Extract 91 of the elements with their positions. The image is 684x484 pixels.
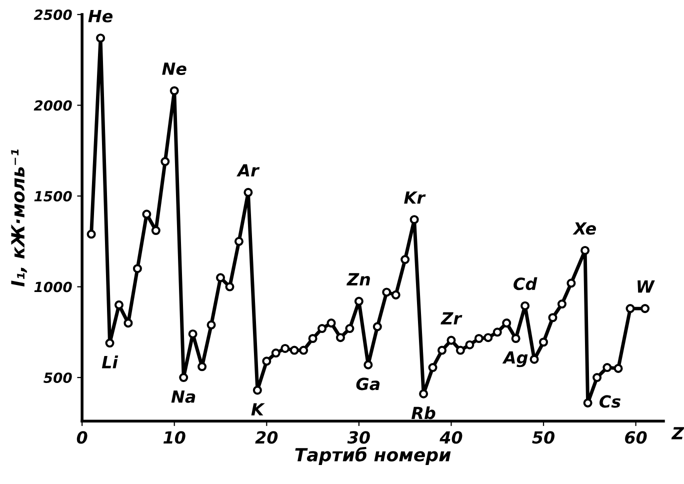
point [114, 300, 124, 310]
point [474, 334, 484, 344]
point [326, 318, 336, 328]
point [382, 288, 392, 297]
point [538, 338, 548, 347]
point [502, 318, 512, 328]
annotation: K [251, 403, 265, 416]
point [142, 210, 152, 219]
point [151, 226, 160, 236]
point [336, 333, 345, 342]
point [372, 322, 382, 332]
point [262, 356, 272, 366]
y-tick-label: 1500 [34, 190, 72, 202]
point [580, 246, 590, 255]
point [96, 34, 106, 43]
point [290, 346, 299, 355]
point [520, 301, 530, 310]
x-tick-label: 60 [625, 431, 647, 444]
point [583, 398, 592, 408]
annotation: Ne [162, 62, 186, 76]
point [234, 236, 244, 246]
point [492, 328, 502, 337]
point [484, 333, 493, 342]
point [86, 230, 96, 239]
point [160, 157, 170, 166]
point [428, 363, 438, 372]
point [170, 86, 179, 96]
point [345, 324, 354, 334]
point [592, 373, 602, 382]
point [511, 334, 520, 344]
annotation: Cd [514, 277, 538, 290]
point [465, 340, 474, 350]
annotation: Ar [236, 164, 260, 176]
point [105, 338, 114, 348]
point [206, 320, 216, 330]
y-tick-label: 2000 [34, 100, 72, 111]
point [640, 304, 650, 314]
annotation: Na [171, 390, 196, 403]
point [179, 373, 188, 382]
x-axis-title: Тартиб номери [295, 446, 451, 465]
text: Z [671, 427, 684, 440]
annotation: Kr [404, 192, 426, 204]
x-tick-label: 50 [532, 431, 555, 444]
annotation: Xe [572, 222, 596, 235]
y-tick-label: 2500 [34, 9, 72, 20]
point [626, 304, 635, 314]
point [446, 336, 456, 345]
point [308, 334, 318, 344]
point [244, 188, 253, 197]
point [280, 344, 290, 353]
point [456, 346, 465, 355]
point [566, 278, 576, 288]
point [216, 273, 226, 282]
point [530, 354, 539, 364]
point [400, 255, 410, 264]
y-axis-title: I₁, кЖ·моль⁻¹ [11, 149, 27, 287]
point [124, 318, 133, 328]
point [437, 346, 447, 355]
point [354, 296, 364, 306]
point [132, 264, 142, 274]
point [318, 324, 327, 334]
annotation: Ag [502, 351, 528, 368]
point [252, 386, 262, 395]
point [602, 363, 612, 372]
annotation: Cs [600, 395, 620, 408]
x-tick-label: 0 [76, 431, 88, 444]
point [198, 362, 207, 372]
annotation: Rb [412, 406, 436, 420]
x-tick-label: 30 [347, 431, 370, 444]
point [364, 360, 373, 370]
point [188, 329, 198, 338]
x-tick-label: 40 [440, 431, 462, 444]
x-tick-label: 20 [255, 431, 278, 444]
point [225, 282, 234, 292]
annotation: Zr [440, 312, 462, 324]
annotation: W [638, 280, 655, 293]
annotation: He [88, 10, 113, 22]
annotation: Li [102, 356, 118, 368]
y-tick-label: 1000 [34, 282, 72, 292]
point [410, 215, 419, 224]
point [614, 364, 623, 373]
point [299, 346, 308, 355]
annotation: Ga [356, 378, 380, 390]
point [391, 290, 400, 300]
y-tick-label: 500 [44, 372, 72, 383]
x-tick-label: 10 [163, 431, 186, 444]
point [548, 313, 558, 322]
point [419, 389, 428, 398]
point [557, 299, 566, 309]
point [271, 348, 280, 358]
annotation: Zn [346, 273, 370, 286]
